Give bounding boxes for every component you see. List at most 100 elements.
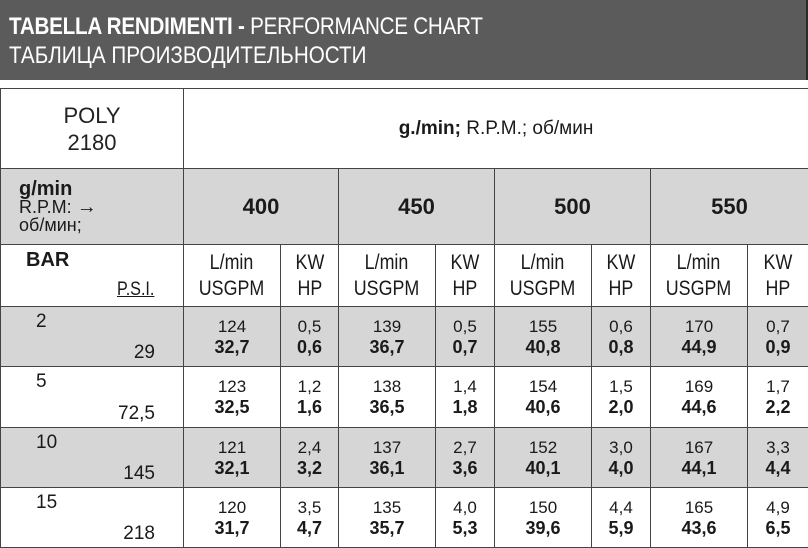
bar-label: BAR: [26, 249, 70, 271]
flow-cell-metric: 152: [528, 437, 558, 457]
flow-cell: 170 44,9: [650, 306, 748, 367]
pressure-bar: 15: [36, 492, 58, 513]
flow-cell-imperial: 36,1: [369, 457, 405, 478]
performance-table: POLY 2180 g./min; R.P.M.; об/мин g/min R…: [0, 88, 808, 548]
power-cell-imperial: 6,5: [765, 517, 791, 538]
pressure-cell: 10 145: [0, 427, 184, 488]
table-row: 5 72,5 123 32,5 1,2 1,6 138 36,5 1,4 1,8 154 40,6 1,…: [0, 366, 808, 428]
flow-cell: 167 44,1: [650, 427, 748, 488]
flow-cell-imperial: 39,6: [525, 517, 561, 538]
power-cell-imperial: 3,2: [296, 457, 323, 478]
speed-500: 500: [494, 168, 651, 245]
pressure-bar: 10: [36, 432, 58, 453]
col-flow: L/min USGPM: [494, 244, 592, 307]
flow-cell-metric: 155: [528, 316, 558, 336]
col-power: KW HP: [747, 244, 808, 307]
power-cell-imperial: 1,6: [296, 397, 323, 417]
power-cell-metric: 1,4: [453, 377, 477, 396]
pressure-psi: 218: [123, 523, 155, 544]
col-power: KW HP: [435, 244, 495, 307]
power-cell-imperial: 1,8: [452, 397, 478, 417]
power-cell: 1,5 2,0: [591, 366, 651, 428]
power-cell: 2,7 3,6: [435, 427, 495, 488]
power-cell: 3,3 4,4: [747, 427, 808, 488]
col-flow: L/min USGPM: [338, 244, 436, 307]
power-cell-metric: 3,3: [766, 437, 790, 457]
power-cell-imperial: 5,9: [608, 517, 634, 538]
flow-cell-metric: 124: [217, 316, 247, 336]
col-power: KW HP: [280, 244, 339, 307]
flow-cell: 165 43,6: [650, 487, 748, 548]
power-cell-metric: 4,9: [766, 497, 790, 517]
speed-label-cell: g/min R.P.M: → об/мин;: [0, 168, 184, 245]
power-cell-imperial: 2,2: [765, 397, 791, 417]
flow-cell: 169 44,6: [650, 366, 748, 428]
flow-cell-imperial: 44,6: [681, 397, 717, 417]
power-cell: 1,7 2,2: [747, 366, 808, 428]
col-power: KW HP: [591, 244, 651, 307]
col-flow: L/min USGPM: [650, 244, 748, 307]
power-cell: 1,4 1,8: [435, 366, 495, 428]
power-cell-metric: 4,4: [609, 497, 633, 517]
pressure-cell: 15 218: [0, 487, 184, 548]
flow-cell-imperial: 44,9: [681, 336, 717, 357]
title-line-1: TABELLA RENDIMENTI - PERFORMANCE CHART: [9, 13, 483, 40]
power-cell: 0,6 0,8: [591, 306, 651, 367]
power-cell-metric: 0,7: [766, 316, 790, 336]
power-cell-imperial: 4,4: [765, 457, 791, 478]
table-row: 10 145 121 32,1 2,4 3,2 137 36,1 2,7 3,6 152 40,1 3,…: [0, 427, 808, 488]
pressure-psi: 145: [123, 463, 155, 484]
speed-450: 450: [338, 168, 495, 245]
speed-label-rpm: R.P.M: →: [19, 195, 97, 218]
flow-cell: 120 31,7: [183, 487, 281, 548]
flow-cell-metric: 170: [684, 316, 714, 336]
header-gap: [0, 80, 808, 88]
power-cell: 3,0 4,0: [591, 427, 651, 488]
table-row: 15 218 120 31,7 3,5 4,7 135 35,7 4,0 5,3 150 39,6 4,…: [0, 487, 808, 548]
flow-cell-metric: 120: [217, 497, 247, 517]
flow-cell-metric: 123: [217, 377, 247, 396]
rpm-header-rest: R.P.M.; об/мин: [460, 117, 594, 139]
model-cell: POLY 2180: [0, 88, 184, 169]
header-bar: TABELLA RENDIMENTI - PERFORMANCE CHART Т…: [0, 0, 808, 80]
power-cell: 0,5 0,6: [280, 306, 339, 367]
flow-cell-metric: 135: [372, 497, 402, 517]
flow-cell-metric: 154: [528, 377, 558, 396]
power-cell: 4,9 6,5: [747, 487, 808, 548]
flow-cell-imperial: 43,6: [681, 517, 717, 538]
speed-550: 550: [650, 168, 808, 245]
flow-cell-imperial: 32,7: [214, 336, 250, 357]
pressure-cell: 2 29: [0, 306, 184, 367]
flow-cell-metric: 138: [372, 377, 402, 396]
power-cell-metric: 0,6: [609, 316, 633, 336]
power-cell-metric: 2,7: [453, 437, 477, 457]
flow-cell-metric: 137: [372, 437, 402, 457]
flow-cell: 150 39,6: [494, 487, 592, 548]
flow-cell-imperial: 31,7: [214, 517, 250, 538]
power-cell-imperial: 0,7: [452, 336, 478, 357]
power-cell: 4,0 5,3: [435, 487, 495, 548]
pressure-bar: 5: [36, 371, 47, 392]
flow-cell: 124 32,7: [183, 306, 281, 367]
speed-label-gmin: g/min: [19, 177, 73, 200]
power-cell: 2,4 3,2: [280, 427, 339, 488]
flow-cell: 155 40,8: [494, 306, 592, 367]
pressure-bar: 2: [36, 311, 47, 332]
power-cell-imperial: 0,9: [765, 336, 791, 357]
power-cell-imperial: 5,3: [452, 517, 478, 538]
flow-cell-metric: 167: [684, 437, 714, 457]
rpm-header-bold: g./min;: [398, 117, 461, 139]
speed-label-obmin: об/мин;: [19, 214, 82, 235]
power-cell: 0,5 0,7: [435, 306, 495, 367]
flow-cell-imperial: 36,7: [369, 336, 405, 357]
power-cell-metric: 3,0: [609, 437, 633, 457]
flow-cell: 121 32,1: [183, 427, 281, 488]
power-cell: 0,7 0,9: [747, 306, 808, 367]
power-cell-imperial: 0,6: [296, 336, 323, 357]
power-cell-imperial: 4,0: [608, 457, 634, 478]
flow-cell-metric: 169: [684, 377, 714, 396]
pressure-cell: 5 72,5: [0, 366, 184, 428]
flow-cell-imperial: 35,7: [369, 517, 405, 538]
pressure-psi: 72,5: [118, 403, 155, 424]
flow-cell-imperial: 40,8: [525, 336, 561, 357]
